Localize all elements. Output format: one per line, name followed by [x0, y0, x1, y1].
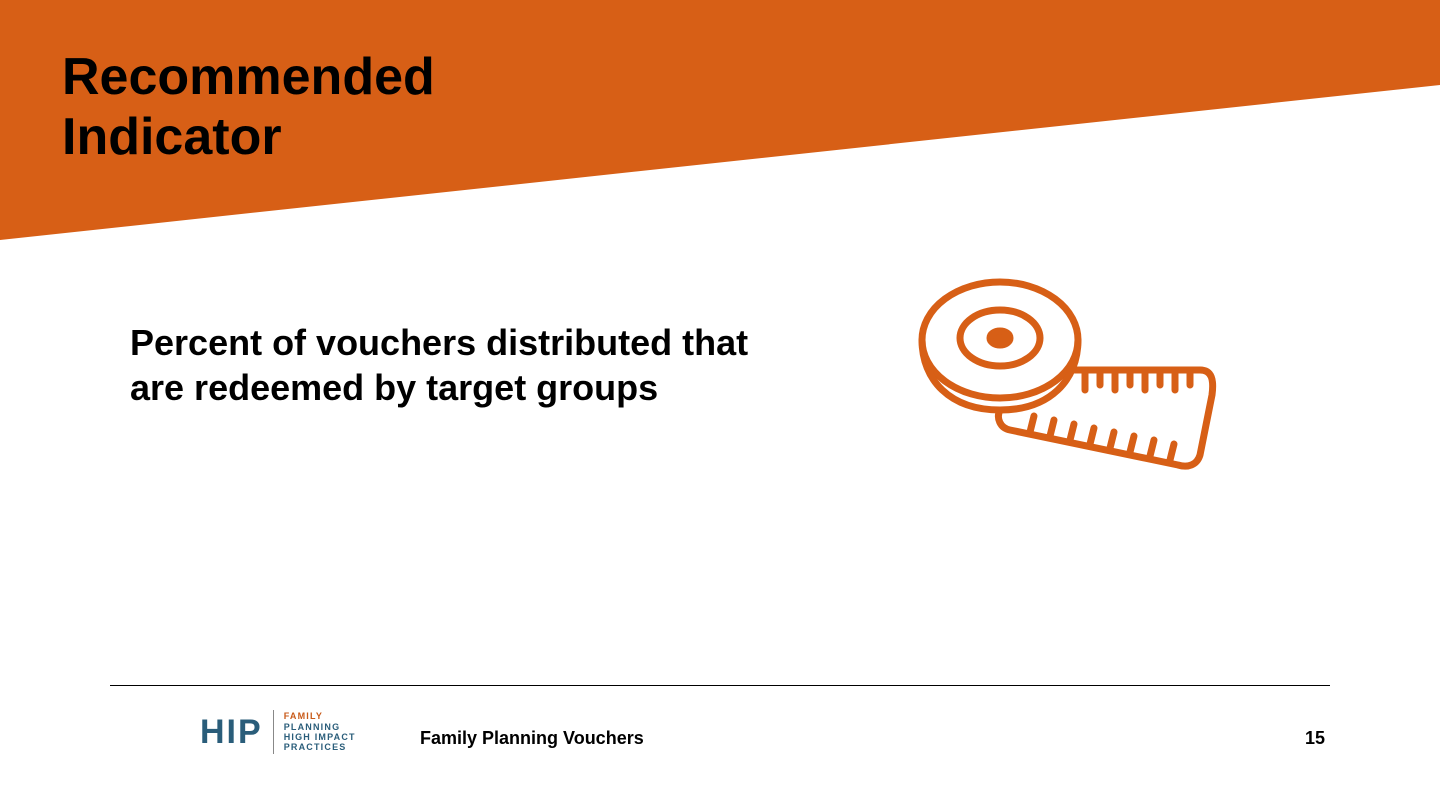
measuring-tape-icon: [900, 260, 1220, 480]
footer-divider: [110, 685, 1330, 686]
logo-sub-text: FAMILY PLANNING HIGH IMPACT PRACTICES: [284, 711, 356, 752]
logo-sub-line: HIGH IMPACT: [284, 732, 356, 742]
title-line-2: Indicator: [62, 108, 282, 166]
hip-logo: HIP FAMILY PLANNING HIGH IMPACT PRACTICE…: [200, 710, 356, 754]
title-line-1: Recommended: [62, 48, 435, 106]
footer-title: Family Planning Vouchers: [420, 728, 644, 749]
logo-sub-line: FAMILY: [284, 711, 356, 721]
body-text: Percent of vouchers distributed that are…: [130, 320, 790, 410]
logo-main-text: HIP: [200, 713, 263, 752]
logo-divider: [273, 710, 274, 754]
page-number: 15: [1305, 728, 1325, 749]
slide: Recommended Indicator Percent of voucher…: [0, 0, 1440, 810]
logo-sub-line: PRACTICES: [284, 742, 356, 752]
slide-title: Recommended Indicator: [62, 48, 435, 168]
logo-sub-line: PLANNING: [284, 722, 356, 732]
